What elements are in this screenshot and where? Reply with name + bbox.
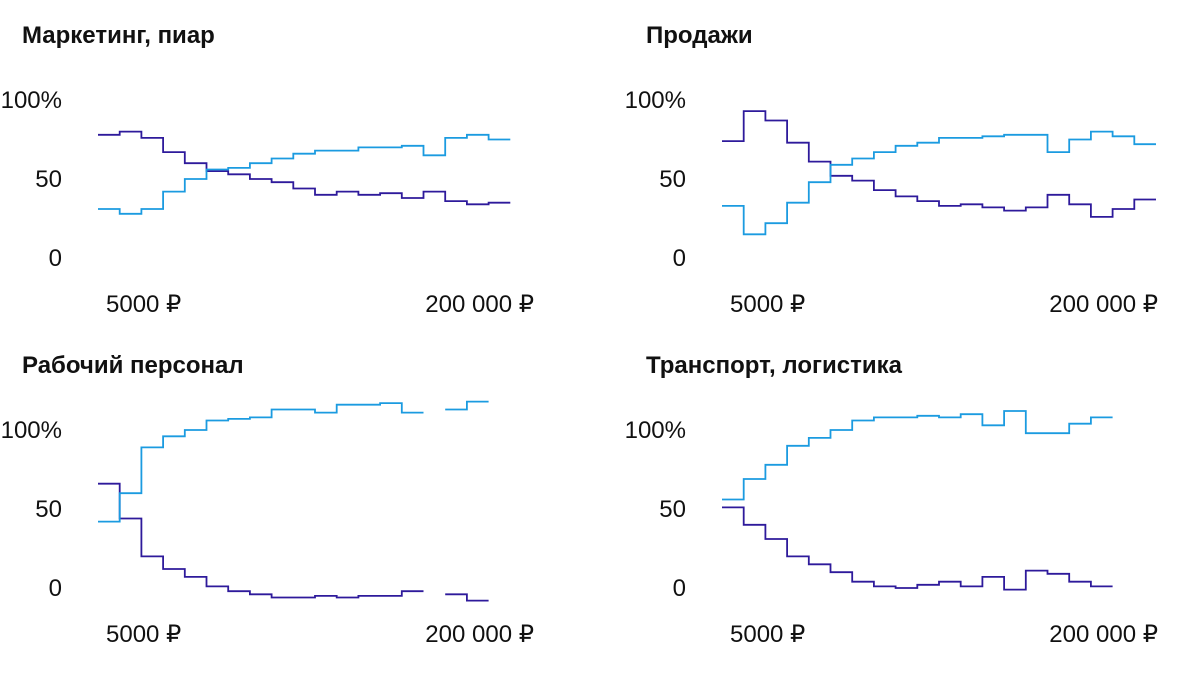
y-tick-label: 0 xyxy=(49,245,62,272)
y-tick-label: 50 xyxy=(35,166,62,193)
x-tick-label: 200 000 ₽ xyxy=(1049,621,1158,648)
x-tick-label: 200 000 ₽ xyxy=(425,621,534,648)
y-tick-label: 0 xyxy=(49,575,62,602)
series-line-light xyxy=(98,133,511,215)
y-tick-label: 100% xyxy=(625,417,686,444)
series-line-dark xyxy=(722,506,1113,591)
chart-svg: 100% 50 0 5000 ₽ 200 000 ₽ xyxy=(1,87,534,318)
x-tick-label: 200 000 ₽ xyxy=(1049,291,1158,318)
y-tick-label: 50 xyxy=(659,496,686,523)
x-tick-label: 5000 ₽ xyxy=(106,621,181,648)
chart-panel-transport: Транспорт, логистика 100% 50 0 5000 ₽ 200 00… xyxy=(625,352,1200,672)
y-tick-label: 0 xyxy=(673,575,686,602)
x-tick-label: 5000 ₽ xyxy=(730,621,805,648)
chart-svg: 100% 50 0 5000 ₽ 200 000 ₽ xyxy=(1,400,534,648)
x-tick-label: 5000 ₽ xyxy=(730,291,805,318)
chart-title: Транспорт, логистика xyxy=(646,352,902,379)
x-tick-label: 200 000 ₽ xyxy=(425,291,534,318)
chart-title: Рабочий персонал xyxy=(22,352,244,379)
y-tick-label: 100% xyxy=(1,417,62,444)
series-line-light xyxy=(722,130,1156,236)
x-tick-label: 5000 ₽ xyxy=(106,291,181,318)
chart-panel-workers: Рабочий персонал 100% 50 0 5000 ₽ 200 000 ₽ xyxy=(1,352,582,672)
series-line-dark xyxy=(98,130,511,206)
chart-panel-marketing: Маркетинг, пиар 100% 50 0 5000 ₽ 200 000 ₽ xyxy=(1,22,582,342)
series-line-dark xyxy=(98,482,489,602)
y-tick-label: 0 xyxy=(673,245,686,272)
chart-title: Маркетинг, пиар xyxy=(22,22,215,49)
series-line-dark xyxy=(722,110,1156,218)
y-tick-label: 50 xyxy=(35,496,62,523)
chart-svg: 100% 50 0 5000 ₽ 200 000 ₽ xyxy=(625,410,1158,648)
series-line-light xyxy=(722,410,1113,501)
chart-title: Продажи xyxy=(646,22,753,49)
chart-panel-sales: Продажи 100% 50 0 5000 ₽ 200 000 ₽ xyxy=(625,22,1200,342)
series-line-light xyxy=(98,400,489,523)
chart-svg: 100% 50 0 5000 ₽ 200 000 ₽ xyxy=(625,87,1158,318)
y-tick-label: 100% xyxy=(625,87,686,114)
y-tick-label: 50 xyxy=(659,166,686,193)
y-tick-label: 100% xyxy=(1,87,62,114)
